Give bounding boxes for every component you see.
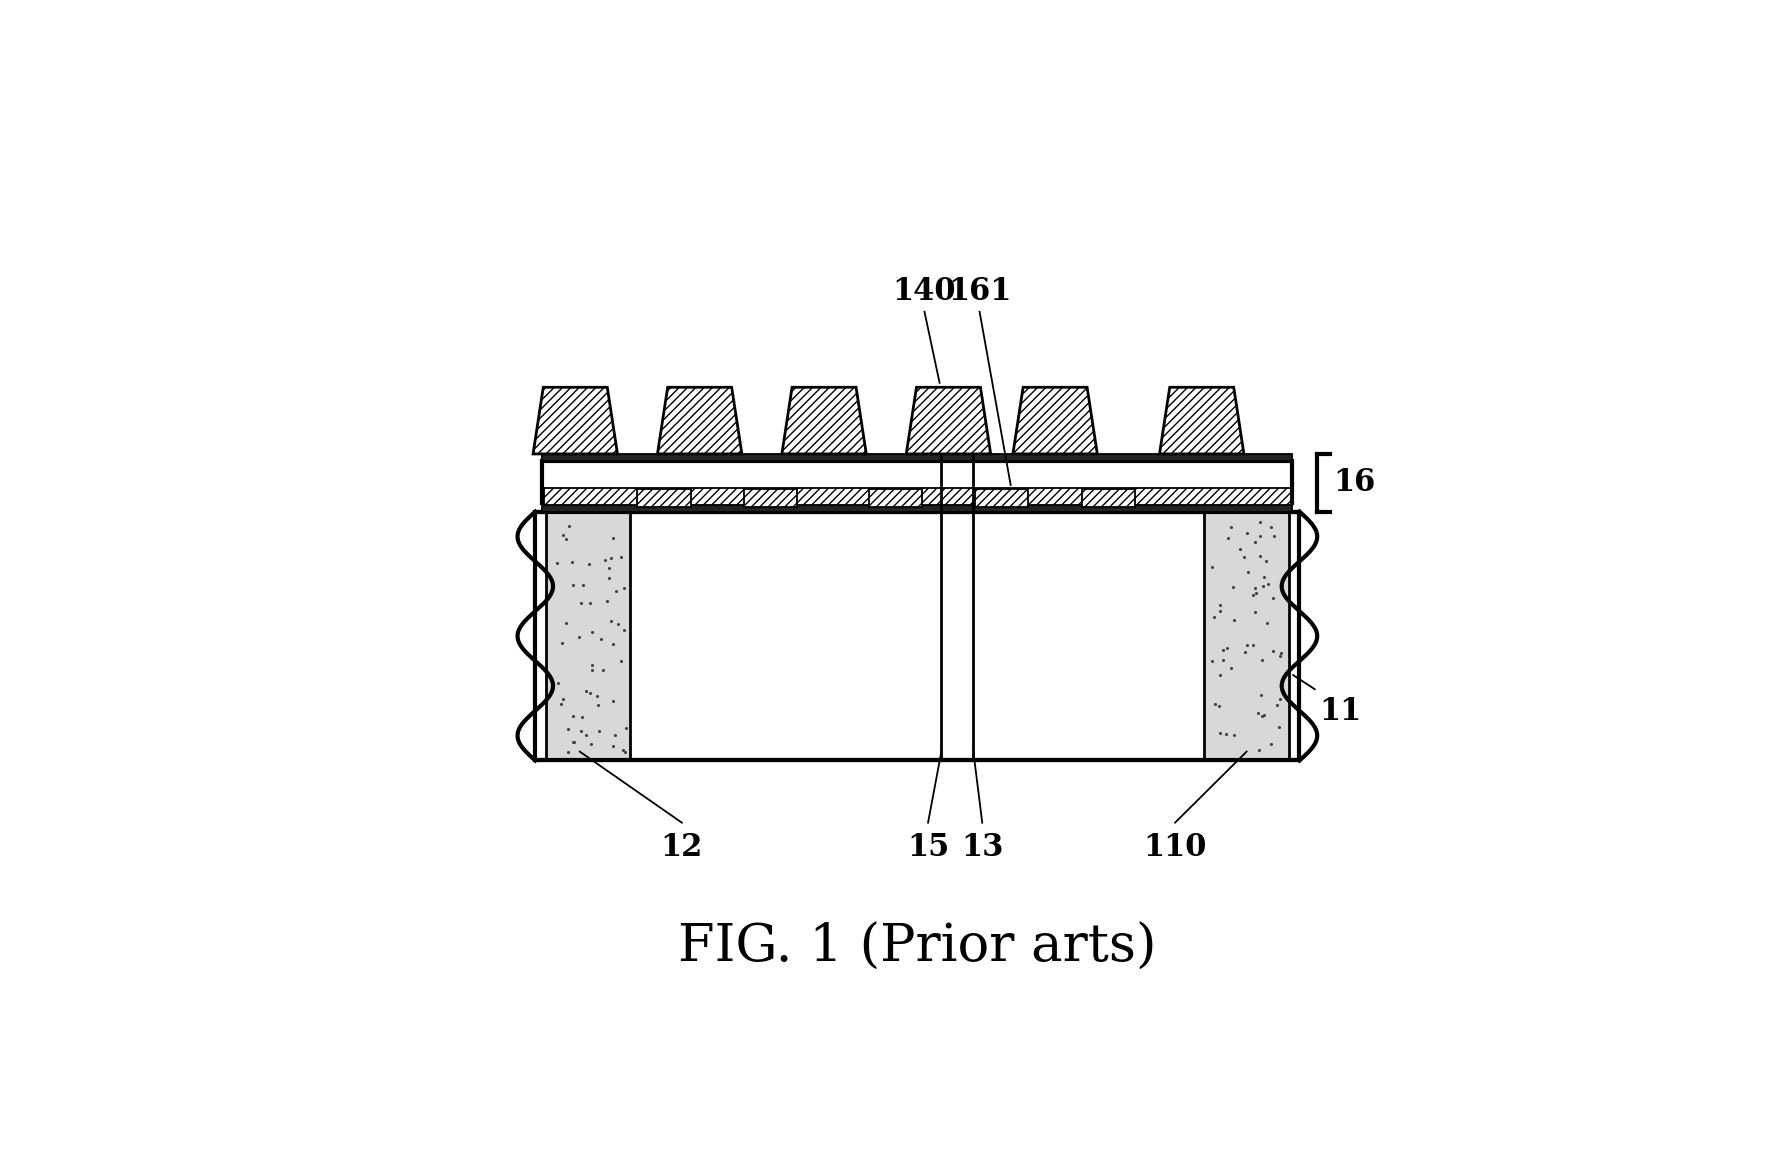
Text: 140: 140 — [893, 276, 955, 307]
FancyBboxPatch shape — [1204, 511, 1288, 760]
FancyBboxPatch shape — [868, 489, 921, 508]
Polygon shape — [657, 388, 741, 454]
FancyBboxPatch shape — [637, 489, 691, 508]
FancyBboxPatch shape — [744, 489, 796, 508]
Polygon shape — [905, 388, 989, 454]
Text: 110: 110 — [1143, 832, 1206, 862]
Polygon shape — [533, 388, 617, 454]
Text: 16: 16 — [1333, 467, 1374, 499]
Text: 15: 15 — [907, 832, 948, 862]
Text: 13: 13 — [961, 832, 1004, 862]
FancyBboxPatch shape — [546, 511, 630, 760]
Text: 161: 161 — [948, 276, 1011, 307]
Text: 12: 12 — [660, 832, 703, 862]
Polygon shape — [1159, 388, 1243, 454]
FancyBboxPatch shape — [542, 462, 1292, 503]
Polygon shape — [1013, 388, 1097, 454]
FancyBboxPatch shape — [535, 511, 1299, 760]
FancyBboxPatch shape — [544, 488, 1290, 505]
Text: FIG. 1 (Prior arts): FIG. 1 (Prior arts) — [678, 922, 1156, 973]
FancyBboxPatch shape — [975, 489, 1029, 508]
FancyBboxPatch shape — [1081, 489, 1134, 508]
FancyBboxPatch shape — [542, 454, 1292, 462]
Text: 11: 11 — [1318, 696, 1360, 727]
FancyBboxPatch shape — [542, 503, 1292, 511]
Polygon shape — [782, 388, 866, 454]
